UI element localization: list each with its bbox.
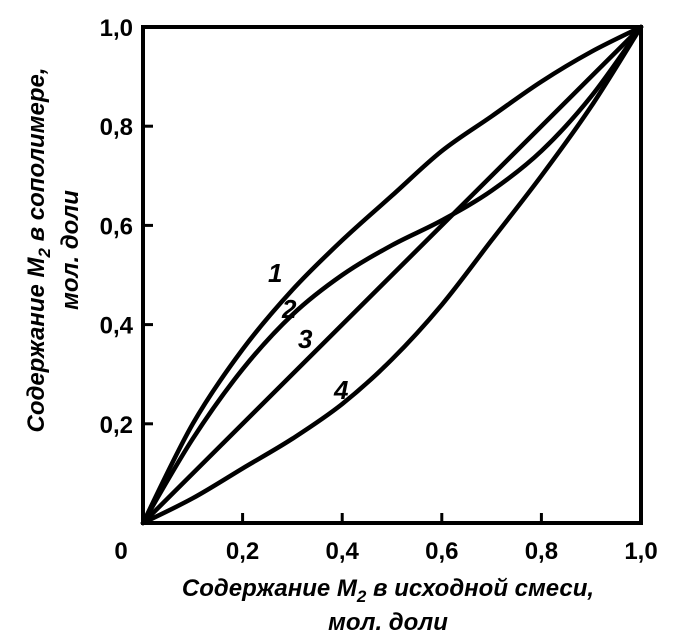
x-axis-ticks: 0 0,2 0,4 0,6 0,8 1,0 xyxy=(114,513,658,565)
x-axis-title: Содержание M2 в исходной смеси, xyxy=(182,575,594,606)
curve-4 xyxy=(140,24,644,526)
curve-label-2: 2 xyxy=(281,294,297,324)
curve-label-4: 4 xyxy=(333,375,349,405)
curve-2 xyxy=(140,24,644,526)
curve-3 xyxy=(140,24,644,526)
y-tick-label: 1,0 xyxy=(100,15,133,42)
curve-label-1: 1 xyxy=(268,258,282,288)
y-tick-label: 0,8 xyxy=(100,114,133,141)
plot-frame xyxy=(141,25,643,525)
y-tick-label: 0,4 xyxy=(100,313,134,340)
x-tick-label: 0,4 xyxy=(326,538,360,565)
y-tick-label: 0,2 xyxy=(100,412,133,439)
x-axis-title-units: мол. доли xyxy=(328,609,448,636)
y-tick-label: 0,6 xyxy=(100,213,133,240)
x-tick-label: 1,0 xyxy=(624,538,657,565)
x-tick-label: 0,6 xyxy=(425,538,458,565)
y-axis-ticks: 0,2 0,4 0,6 0,8 1,0 xyxy=(100,15,153,439)
curve-1 xyxy=(140,24,644,526)
y-axis-title-units: мол. доли xyxy=(57,190,84,310)
x-tick-label: 0,2 xyxy=(226,538,259,565)
x-tick-label: 0,8 xyxy=(525,538,558,565)
x-tick-label: 0 xyxy=(114,538,127,565)
curve-label-3: 3 xyxy=(298,324,313,354)
data-series xyxy=(140,24,644,526)
y-axis-title: Содержание M2 в сополимере, xyxy=(23,68,54,433)
